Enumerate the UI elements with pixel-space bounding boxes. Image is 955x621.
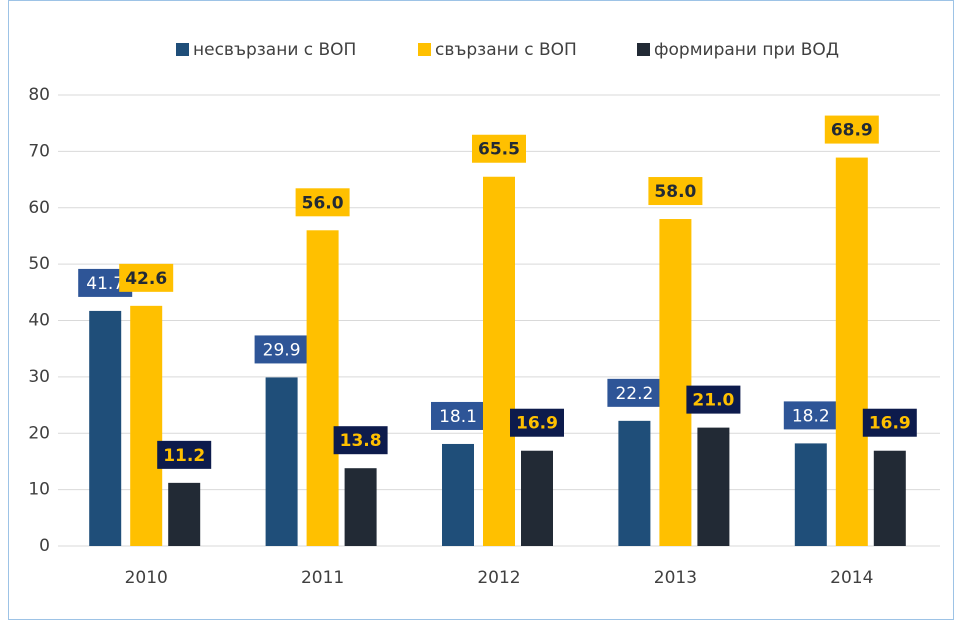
bar bbox=[442, 443, 474, 546]
bar bbox=[618, 420, 651, 546]
y-tick-label: 50 bbox=[28, 254, 50, 274]
bar bbox=[344, 468, 377, 546]
data-label: 65.5 bbox=[472, 134, 526, 163]
data-label: 68.9 bbox=[824, 115, 879, 144]
y-tick-label: 10 bbox=[28, 480, 50, 500]
data-label: 29.9 bbox=[254, 335, 309, 364]
y-tick-label: 20 bbox=[28, 423, 50, 443]
data-label-box bbox=[824, 115, 879, 144]
y-tick-label: 40 bbox=[28, 311, 50, 331]
y-tick-label: 30 bbox=[28, 367, 50, 387]
legend-swatch bbox=[418, 43, 431, 56]
bar bbox=[168, 482, 201, 546]
data-label: 22.2 bbox=[607, 378, 662, 407]
data-label-box bbox=[157, 440, 212, 469]
data-label-text: 58.0 bbox=[654, 182, 696, 202]
bar bbox=[794, 443, 827, 546]
bar bbox=[483, 176, 515, 546]
bar bbox=[265, 377, 298, 546]
legend-swatch bbox=[637, 43, 650, 56]
data-label-text: 13.8 bbox=[340, 431, 382, 451]
bar bbox=[130, 305, 163, 546]
data-label: 16.9 bbox=[510, 408, 564, 437]
x-tick-label: 2013 bbox=[654, 568, 697, 588]
data-label-box bbox=[862, 408, 917, 437]
bar bbox=[835, 157, 868, 547]
data-label: 18.2 bbox=[783, 401, 838, 430]
data-label-text: 18.2 bbox=[792, 406, 830, 426]
data-label-text: 22.2 bbox=[615, 384, 653, 404]
data-label-text: 16.9 bbox=[516, 414, 558, 434]
data-label-box bbox=[119, 263, 174, 292]
data-label-text: 42.6 bbox=[125, 269, 167, 289]
data-label: 58.0 bbox=[648, 177, 703, 206]
data-label-text: 65.5 bbox=[478, 140, 520, 160]
data-label-text: 18.1 bbox=[439, 407, 477, 427]
data-label-box bbox=[607, 378, 662, 407]
data-label: 21.0 bbox=[686, 385, 741, 414]
y-tick-label: 70 bbox=[28, 141, 50, 161]
bar bbox=[89, 310, 122, 546]
data-label: 11.2 bbox=[157, 440, 212, 469]
legend-label: формирани при ВОД bbox=[654, 40, 839, 60]
y-tick-label: 60 bbox=[28, 198, 50, 218]
data-label: 56.0 bbox=[295, 188, 350, 217]
data-label-box bbox=[254, 335, 309, 364]
data-label-text: 68.9 bbox=[831, 121, 873, 141]
data-label-box bbox=[510, 408, 564, 437]
y-tick-label: 0 bbox=[39, 536, 50, 556]
data-label-text: 16.9 bbox=[869, 414, 911, 434]
x-tick-label: 2014 bbox=[830, 568, 873, 588]
legend-label: свързани с ВОП bbox=[435, 40, 577, 60]
y-tick-label: 80 bbox=[28, 85, 50, 105]
data-label-box bbox=[783, 401, 838, 430]
data-label-box bbox=[333, 426, 388, 455]
data-label-box bbox=[648, 177, 703, 206]
data-label-box bbox=[431, 401, 485, 430]
x-tick-label: 2010 bbox=[125, 568, 168, 588]
data-label: 18.1 bbox=[431, 401, 485, 430]
data-label: 42.6 bbox=[119, 263, 174, 292]
bar bbox=[306, 230, 339, 547]
data-label-box bbox=[686, 385, 741, 414]
data-label: 16.9 bbox=[862, 408, 917, 437]
data-label-text: 11.2 bbox=[163, 446, 205, 466]
data-label-text: 29.9 bbox=[263, 340, 301, 360]
data-label: 13.8 bbox=[333, 426, 388, 455]
data-label-text: 21.0 bbox=[692, 391, 734, 411]
bar bbox=[659, 219, 692, 546]
x-tick-label: 2012 bbox=[477, 568, 520, 588]
x-tick-label: 2011 bbox=[301, 568, 344, 588]
data-label-box bbox=[472, 134, 526, 163]
bar bbox=[521, 450, 553, 546]
data-label-box bbox=[295, 188, 350, 217]
bar bbox=[697, 427, 730, 546]
data-label-text: 41.7 bbox=[86, 274, 124, 294]
bar bbox=[873, 450, 906, 546]
data-label-text: 56.0 bbox=[302, 193, 344, 213]
legend-label: несвързани с ВОП bbox=[193, 40, 356, 60]
legend-swatch bbox=[176, 43, 189, 56]
